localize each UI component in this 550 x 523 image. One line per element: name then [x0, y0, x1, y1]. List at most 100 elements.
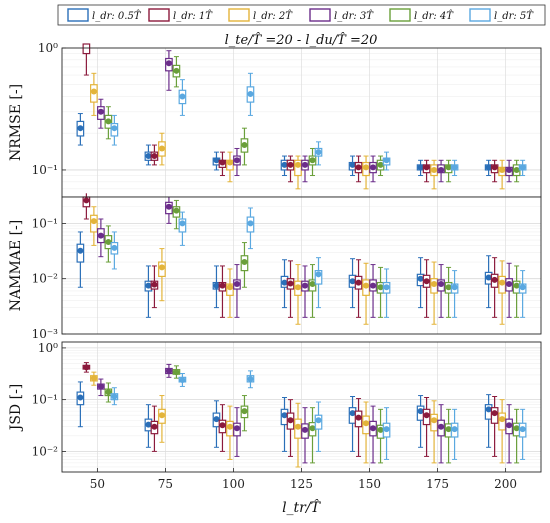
median-marker — [370, 282, 377, 289]
median-marker — [431, 166, 438, 173]
median-marker — [233, 281, 240, 288]
median-marker — [363, 282, 370, 289]
median-marker — [363, 164, 370, 171]
median-marker — [315, 271, 322, 278]
median-marker — [247, 90, 254, 97]
median-marker — [281, 161, 288, 168]
box — [314, 270, 323, 285]
legend-swatch — [228, 8, 250, 22]
median-marker — [77, 125, 84, 132]
median-marker — [145, 153, 152, 160]
median-marker — [499, 416, 506, 423]
median-marker — [158, 145, 165, 152]
median-marker — [233, 157, 240, 164]
y-tick-label: 10⁻² — [32, 272, 59, 286]
x-tick-label: 175 — [426, 477, 449, 491]
median-marker — [506, 281, 513, 288]
median-marker — [145, 282, 152, 289]
legend-label: l_dr: 5T̂ — [494, 10, 534, 22]
median-marker — [281, 279, 288, 286]
median-marker — [151, 423, 158, 430]
box — [82, 43, 91, 55]
median-marker — [431, 417, 438, 424]
median-marker — [370, 164, 377, 171]
x-tick-label: 150 — [358, 477, 381, 491]
median-marker — [83, 364, 90, 371]
median-marker — [349, 410, 356, 417]
median-marker — [499, 279, 506, 286]
median-marker — [363, 420, 370, 427]
median-marker — [219, 159, 226, 166]
median-marker — [377, 426, 384, 433]
median-marker — [241, 142, 248, 149]
median-marker — [445, 426, 452, 433]
x-tick-label: 50 — [90, 477, 105, 491]
legend-label: l_dr: 3T̂ — [334, 10, 374, 22]
median-marker — [151, 281, 158, 288]
x-tick-label: 200 — [494, 477, 517, 491]
median-marker — [111, 393, 118, 400]
median-marker — [315, 149, 322, 156]
median-marker — [302, 426, 308, 433]
median-marker — [287, 280, 294, 287]
y-tick-label: 10⁻³ — [32, 327, 59, 341]
median-marker — [355, 414, 362, 421]
median-marker — [485, 164, 492, 171]
median-marker — [451, 284, 458, 291]
median-marker — [431, 281, 438, 288]
median-marker — [519, 164, 526, 171]
median-marker — [513, 425, 520, 432]
median-marker — [158, 264, 165, 271]
median-marker — [287, 417, 294, 424]
legend-box — [57, 4, 546, 26]
y-axis-label: NRMSE [-] — [8, 84, 24, 161]
median-marker — [349, 161, 356, 168]
median-marker — [295, 284, 301, 291]
median-marker — [145, 421, 152, 428]
y-axis-label: NAMMAE [-] — [8, 220, 24, 311]
median-marker — [417, 275, 424, 282]
x-axis-label: l_tr/T̂ — [282, 498, 322, 516]
median-marker — [179, 93, 186, 100]
legend-swatch — [148, 8, 170, 22]
legend-swatch — [469, 8, 491, 22]
median-marker — [226, 284, 233, 291]
median-marker — [383, 426, 390, 433]
y-tick-label: 10⁻¹ — [32, 393, 58, 407]
y-tick-label: 10⁰ — [38, 341, 58, 355]
legend-label: l_dr: 4T̂ — [414, 10, 454, 22]
median-marker — [97, 383, 104, 390]
median-marker — [417, 408, 424, 415]
chart-title: l_te/T̂ =20 - l_du/T̂ =20 — [225, 32, 378, 48]
median-marker — [179, 220, 186, 227]
median-marker — [281, 412, 288, 419]
median-marker — [287, 161, 294, 168]
median-marker — [213, 416, 220, 423]
axes-frame — [61, 196, 542, 335]
median-marker — [173, 207, 180, 214]
median-marker — [158, 412, 165, 419]
median-marker — [105, 239, 112, 246]
median-marker — [355, 279, 362, 286]
median-marker — [241, 259, 248, 266]
median-marker — [295, 423, 301, 430]
median-marker — [226, 159, 233, 166]
median-marker — [423, 278, 430, 285]
median-marker — [241, 408, 248, 415]
median-marker — [302, 282, 308, 289]
median-marker — [438, 281, 445, 288]
median-marker — [247, 220, 254, 227]
median-marker — [173, 369, 180, 376]
y-tick-label: 10⁻¹ — [32, 216, 58, 230]
legend-swatch — [309, 8, 331, 22]
median-marker — [83, 197, 90, 204]
median-marker — [513, 166, 520, 173]
median-marker — [485, 406, 492, 413]
median-marker — [105, 118, 112, 125]
median-marker — [423, 164, 430, 171]
median-marker — [445, 164, 452, 171]
median-marker — [491, 164, 498, 171]
median-marker — [111, 125, 118, 132]
median-marker — [226, 423, 233, 430]
